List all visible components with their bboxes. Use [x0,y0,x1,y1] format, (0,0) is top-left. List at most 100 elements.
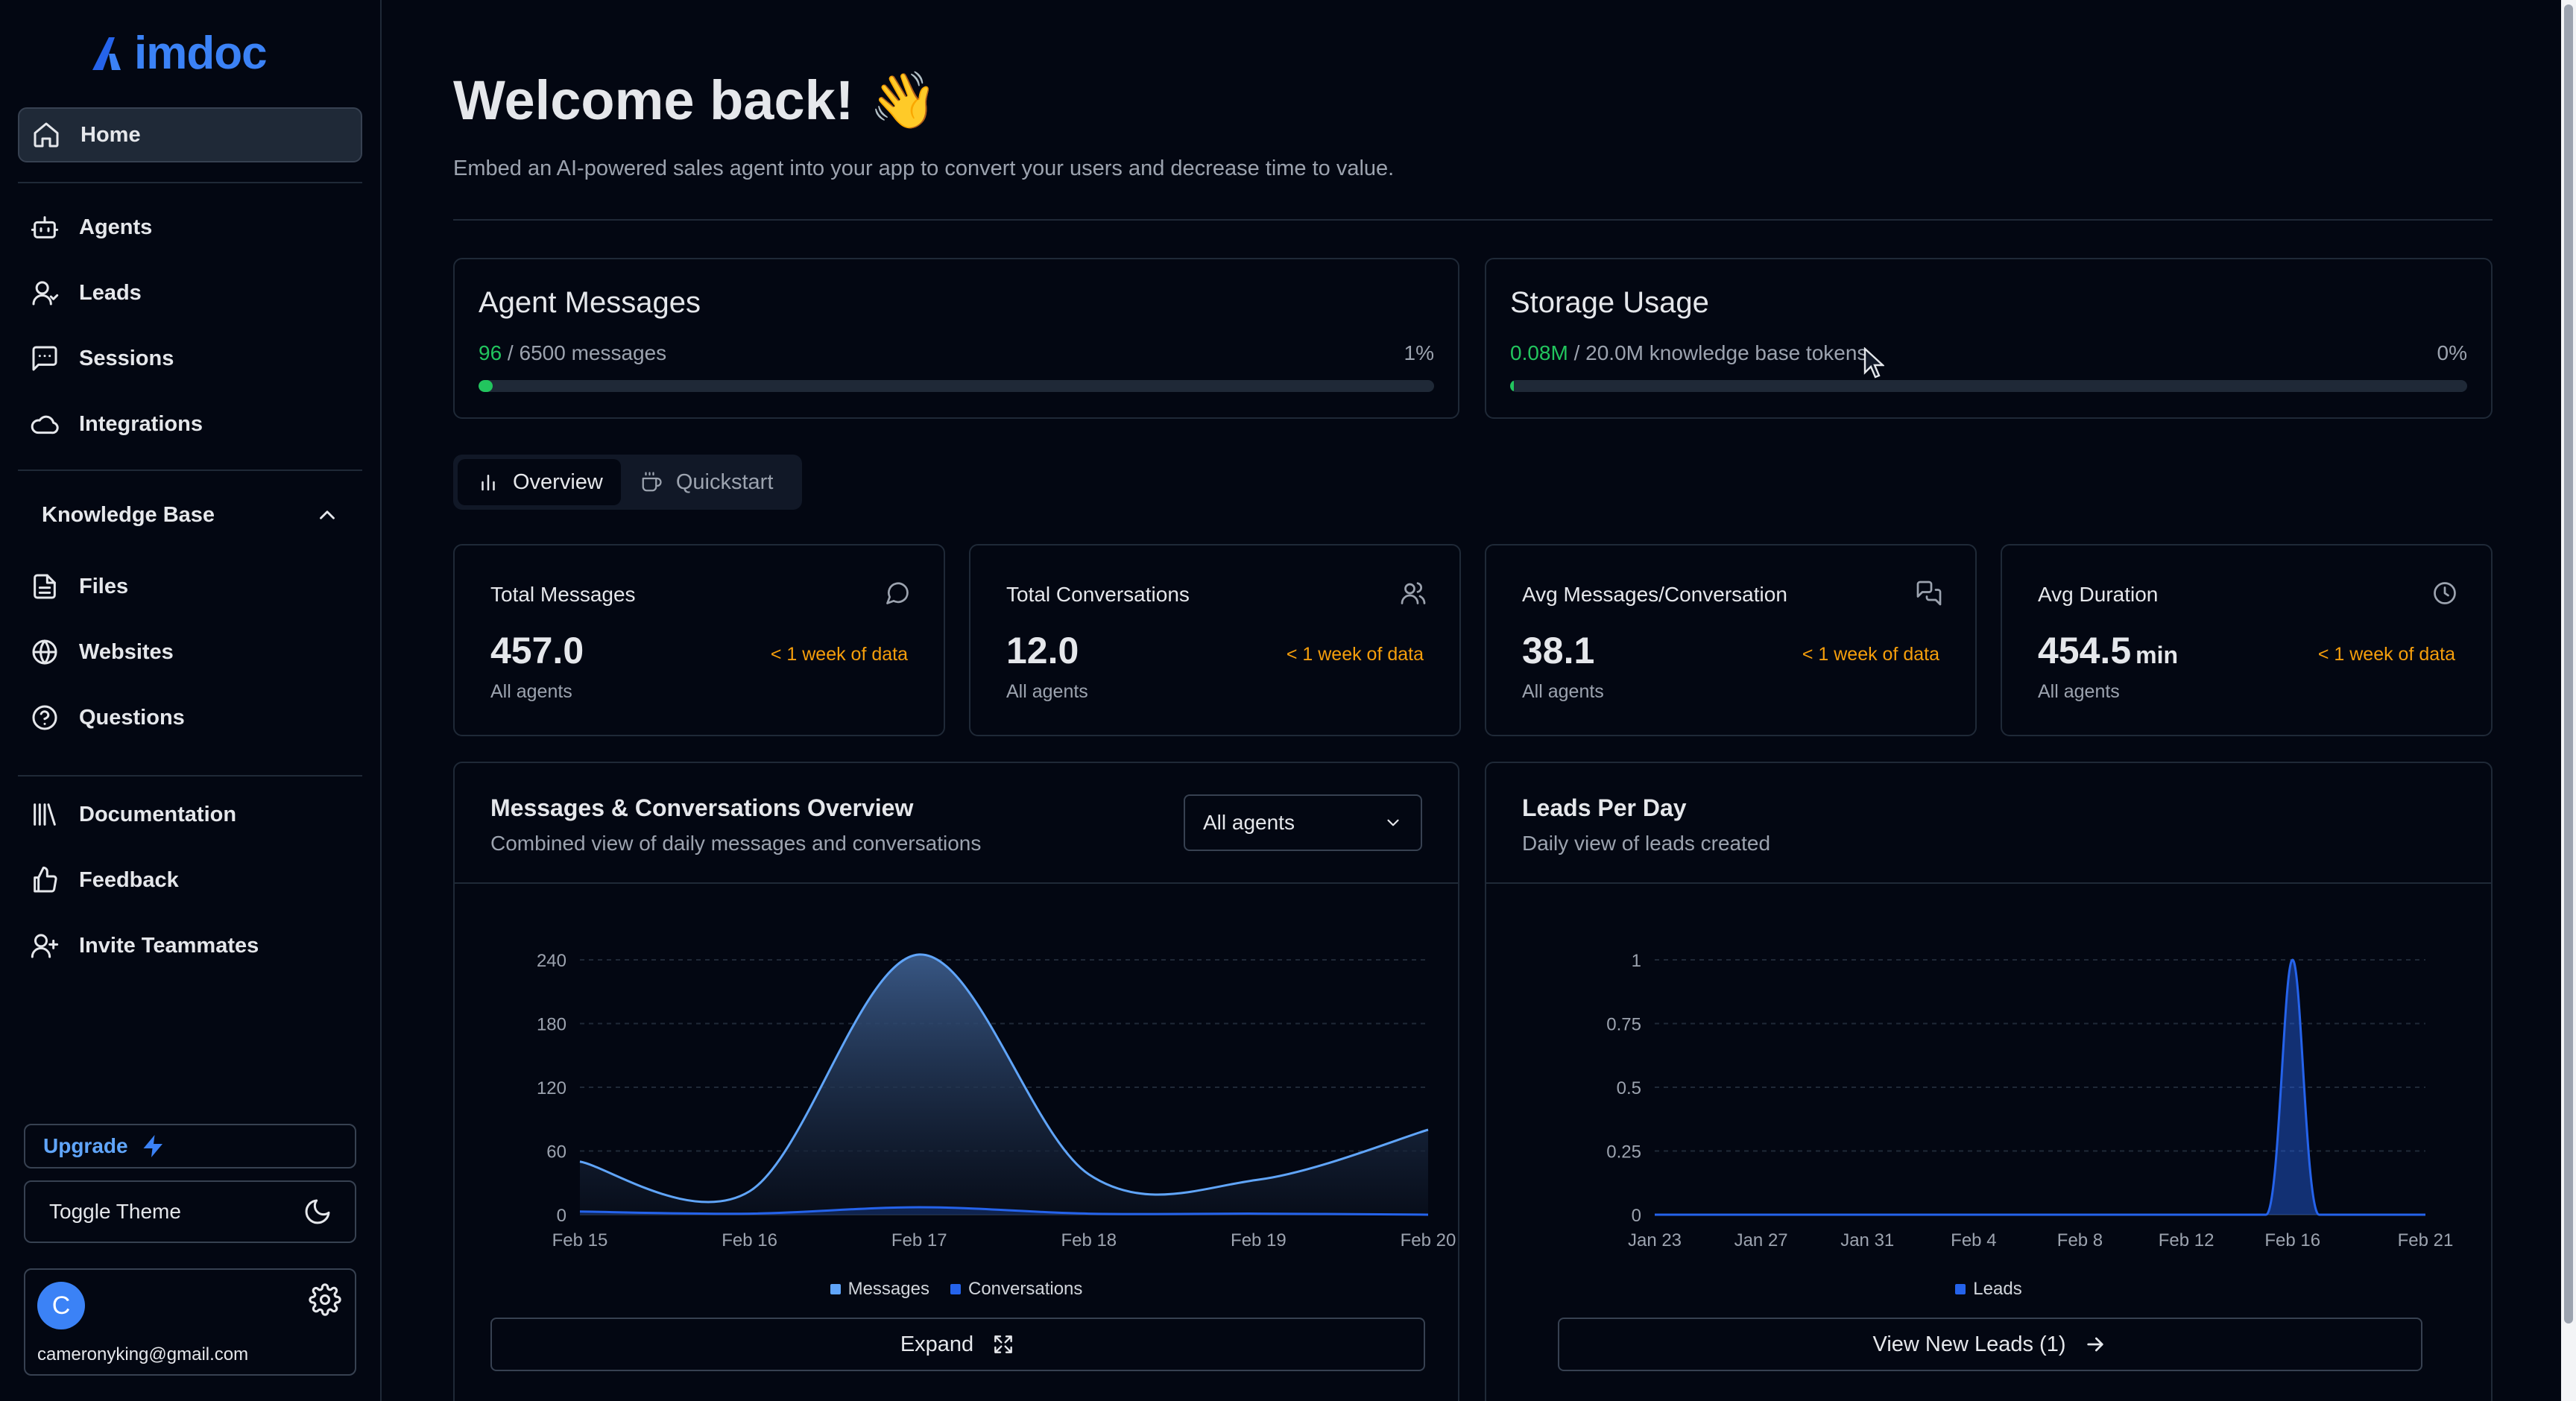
tab-quickstart[interactable]: Quickstart [621,459,792,505]
agent-select[interactable]: All agents [1184,794,1422,851]
series-area-messages [580,954,1428,1215]
stat-value: 454.5 min [2038,629,2178,672]
page-subtitle: Embed an AI-powered sales agent into you… [453,156,1395,180]
y-tick-label: 0 [557,1206,566,1226]
sidebar-item-home[interactable]: Home [18,107,362,162]
stat-scope: All agents [1522,681,1604,702]
sidebar-item-label: Invite Teammates [79,933,259,958]
library-icon [30,800,60,829]
toggle-theme-label: Toggle Theme [49,1200,181,1223]
stat-note: < 1 week of data [1286,644,1424,665]
knowledge-base-toggle[interactable]: Knowledge Base [18,487,362,543]
sidebar-item-files[interactable]: Files [18,559,362,614]
legend-item[interactable]: Conversations [950,1279,1082,1300]
user-email: cameronyking@gmail.com [37,1344,249,1364]
tab-overview[interactable]: Overview [458,459,621,505]
y-tick-label: 0.5 [1617,1078,1641,1098]
stat-scope: All agents [1006,681,1088,702]
stat-value: 38.1 [1522,629,1594,672]
sidebar-item-invite-teammates[interactable]: Invite Teammates [18,918,362,973]
bar-chart-icon [482,475,495,491]
message-circle-icon [886,582,909,604]
logo-text: imdoc [134,28,268,79]
sidebar-item-label: Feedback [79,867,179,892]
knowledge-base-label: Knowledge Base [42,502,215,527]
x-tick-label: Feb 19 [1231,1230,1287,1250]
sidebar-item-sessions[interactable]: Sessions [18,331,362,386]
sidebar-item-agents[interactable]: Agents [18,200,362,255]
chevron-up-icon [320,510,335,519]
scrollbar-thumb[interactable] [2564,4,2573,1323]
sidebar-item-feedback[interactable]: Feedback [18,853,362,908]
upgrade-button[interactable]: Upgrade [24,1124,356,1168]
stat-card-avg-duration: Avg Duration 454.5 min < 1 week of data A… [2001,544,2493,736]
usage-used: 0.08M [1510,341,1568,364]
tab-label: Quickstart [675,469,774,494]
legend-swatch [830,1284,841,1294]
user-card[interactable]: C cameronyking@gmail.com [24,1268,356,1376]
clock-icon [2434,582,2456,604]
sidebar-item-websites[interactable]: Websites [18,624,362,680]
x-tick-label: Feb 18 [1061,1230,1117,1250]
sidebar-item-label: Agents [79,215,153,239]
series-line-leads [1655,958,2425,1216]
bot-icon [30,212,60,242]
stat-note: < 1 week of data [2317,644,2455,665]
gear-icon[interactable] [309,1283,341,1316]
cloud-icon [30,409,60,439]
x-tick-label: Jan 27 [1734,1230,1788,1250]
mouse-cursor-icon [1863,347,1884,379]
logo-mark-icon [92,37,121,70]
sidebar-item-label: Leads [79,280,142,305]
usage-progress-bar [1510,380,2467,392]
usage-title: Agent Messages [479,286,701,319]
x-tick-label: Feb 12 [2159,1230,2214,1250]
leads-chart-card: Leads Per Day Daily view of leads create… [1485,762,2493,1401]
coffee-icon [642,472,662,492]
avatar[interactable]: C [37,1282,85,1329]
logo[interactable]: imdoc [89,27,268,80]
sidebar-item-leads[interactable]: Leads [18,265,362,320]
user-icon [30,278,60,308]
usage-progress-fill [1510,380,1515,392]
x-tick-label: Feb 16 [2264,1230,2320,1250]
usage-limit: / 6500 messages [502,341,667,364]
tab-label: Overview [513,469,603,494]
view-new-leads-button[interactable]: View New Leads (1) [1558,1318,2422,1371]
moon-icon [305,1199,330,1224]
x-tick-label: Feb 21 [2398,1230,2454,1250]
y-tick-label: 60 [546,1142,566,1163]
toggle-theme-button[interactable]: Toggle Theme [24,1180,356,1243]
sidebar-item-integrations[interactable]: Integrations [18,396,362,452]
y-tick-label: 240 [537,951,566,971]
stat-note: < 1 week of data [770,644,908,665]
legend-item[interactable]: Leads [1955,1279,2022,1300]
expand-button[interactable]: Expand [490,1318,1425,1371]
page-scrollbar[interactable] [2561,0,2576,1401]
x-tick-label: Jan 23 [1628,1230,1682,1250]
legend-swatch [1955,1284,1966,1294]
chart-subtitle: Combined view of daily messages and conv… [490,832,982,855]
stat-value: 12.0 [1006,629,1079,672]
usage-progress-fill [479,380,493,392]
messages-chart-card: Messages & Conversations Overview Combin… [453,762,1459,1401]
sidebar-item-label: Questions [79,705,185,730]
leads-chart: 0 0.25 0.5 0.75 1 Jan 23 Jan 27 Jan 31 Feb 4 Feb … [1606,951,2454,1250]
sidebar-item-documentation[interactable]: Documentation [18,787,362,842]
usage-percent: 0% [2437,341,2467,364]
stat-card-total-messages: Total Messages 457.0 < 1 week of data Al… [453,544,945,736]
sidebar-item-questions[interactable]: Questions [18,690,362,745]
page-title: Welcome back! 👋 [453,69,938,131]
sidebar-item-label: Home [80,122,141,147]
stat-unit: min [2135,642,2179,668]
x-tick-label: Feb 20 [1401,1230,1456,1250]
globe-icon [30,637,60,667]
legend-item[interactable]: Messages [830,1279,929,1300]
stat-number: 457.0 [490,630,584,671]
arrow-right-icon [2087,1337,2104,1352]
chart-legend: Messages Conversations [455,1279,1458,1300]
usage-used: 96 [479,341,502,364]
y-tick-label: 180 [537,1015,566,1035]
x-tick-label: Feb 4 [1951,1230,1996,1250]
stat-number: 38.1 [1522,630,1595,671]
